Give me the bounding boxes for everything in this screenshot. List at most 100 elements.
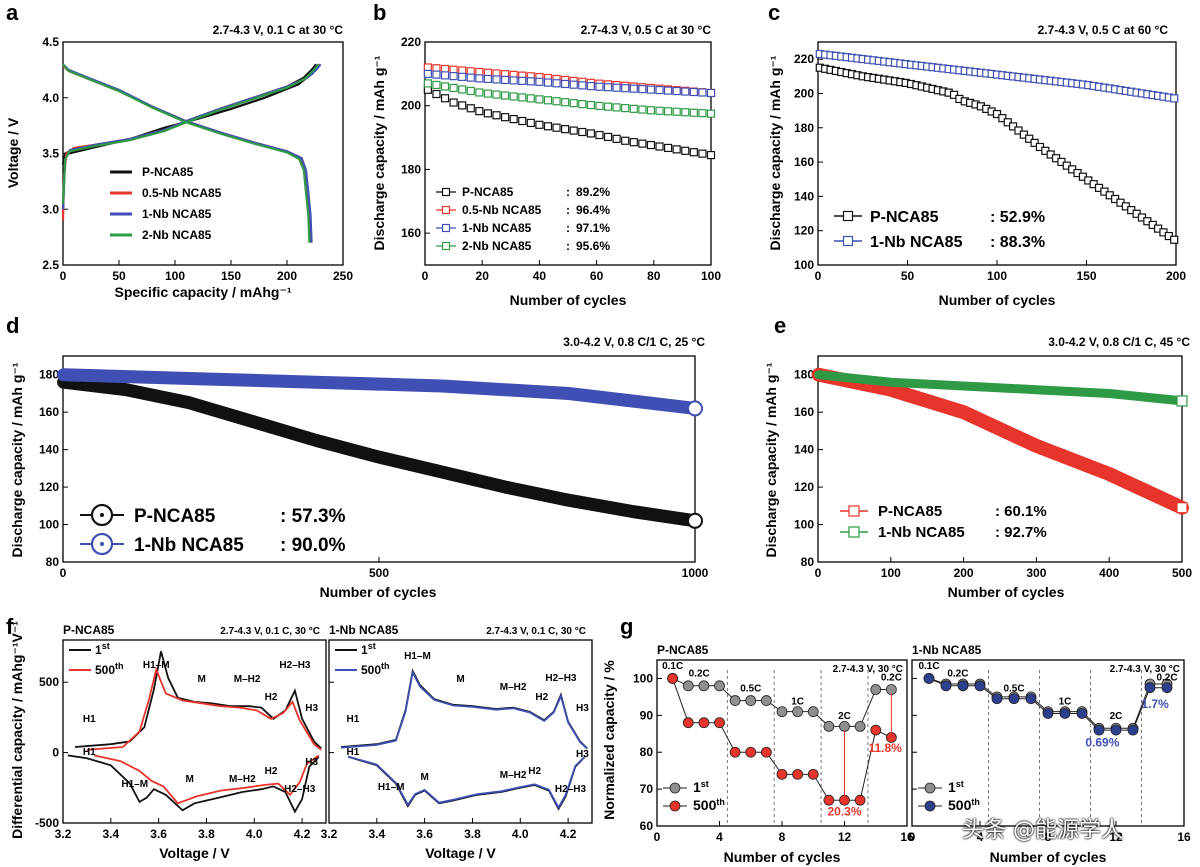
x-axis-label: Number of cycles [724,849,841,865]
y-axis-label: Discharge capacity / mAh g⁻¹ [763,362,779,557]
data-point [1008,693,1020,705]
data-point [629,104,638,113]
data-point [561,98,570,107]
data-point [655,86,664,95]
data-point [629,84,638,93]
y-tick-label: 140 [794,443,814,457]
phase-label: M [420,772,428,783]
data-point [535,120,544,129]
chart-e: 0 100 200 300 400 500 80 100 120 140 160 180 e 3.0-4.… [763,313,1192,600]
rate-label: 0.2C [881,672,902,683]
data-point [1014,126,1023,135]
x-tick-label: 3.6 [150,827,167,841]
delta-label: 11.8% [868,741,902,755]
legend-entry: 1-Nb NCA85 [134,535,244,556]
legend-marker [848,526,860,538]
data-point [681,146,690,155]
x-tick-label: 4.0 [246,827,263,841]
legend-marker [842,235,854,247]
legend-entry: 500th [95,661,124,677]
rate-label: 0.1C [662,661,683,672]
data-point [998,114,1007,123]
data-point [621,136,630,145]
x-tick-label: 200 [954,566,974,580]
data-point [957,680,969,692]
data-point [663,107,673,116]
legend-entry: P-NCA85 [142,165,194,179]
data-point [823,721,835,732]
y-axis-label: Differential capacity / mAhg⁻¹V⁻¹ [9,621,25,839]
data-point [535,95,544,104]
phase-label: H1–M [121,779,148,790]
y-tick-label: 100 [39,518,59,532]
x-axis-label: Number of cycles [320,584,437,600]
data-point [595,82,604,91]
x-tick-label: 4.2 [294,827,311,841]
data-point [646,106,656,115]
x-tick-label: 0 [422,269,429,283]
x-tick-label: 16 [1177,830,1191,844]
x-tick-label: 0 [60,566,67,580]
phase-label: H2 [528,766,541,777]
y-tick-label: 90 [640,708,654,722]
phase-label: H1 [83,714,96,725]
data-point [586,129,595,138]
data-point [603,132,613,142]
x-tick-label: 8 [1045,830,1052,844]
x-tick-label: 3.4 [368,827,385,841]
legend-marker [669,782,681,794]
data-point [475,88,484,97]
data-point [621,104,630,113]
legend-marker [441,223,451,233]
x-tick-label: 8 [779,830,786,844]
chart-condition: 3.0-4.2 V, 0.8 C/1 C, 25 °C [563,335,705,349]
data-point [432,80,441,90]
panel-label: a [6,0,19,25]
panel-label: f [6,614,14,639]
y-axis-label: Voltage / V [5,117,21,188]
x-tick-label: 40 [533,269,547,283]
data-point [1170,94,1179,103]
x-tick-label: 150 [1076,269,1096,283]
rate-label: 2C [838,711,851,722]
data-point [698,717,710,729]
series-band [811,367,1189,515]
y-tick-label: 160 [39,405,59,419]
x-tick-label: 50 [112,269,126,283]
x-tick-label: 1000 [682,566,709,580]
data-point [500,75,510,85]
subplot-title: P-NCA85 [63,623,115,637]
legend-retention: 95.6% [576,239,610,253]
legend-entry: 2-Nb NCA85 [462,239,532,253]
legend-entry: 1-Nb NCA85 [142,207,212,221]
data-point [698,109,707,118]
data-point [681,87,690,96]
data-point [1170,235,1179,244]
data-point [1161,682,1173,694]
subplot-title: P-NCA85 [657,643,709,657]
data-point [949,90,959,99]
y-tick-label: 100 [633,671,653,685]
series-line-discharge [67,754,320,814]
data-point [561,79,570,89]
data-point [432,70,441,79]
data-point [578,81,587,90]
x-axis-label: Number of cycles [948,584,1065,600]
data-point [974,680,986,692]
rate-label: 0.5C [740,683,761,694]
chart-condition: 2.7-4.3 V, 30 °C [833,664,903,675]
x-tick-label: 100 [987,269,1007,283]
chart-b: 0 20 40 60 80 100 160 180 200 220 b 2.7-4.3 V, 0.5 … [371,0,721,308]
phase-label: H2 [265,766,278,777]
data-point [682,680,694,692]
end-marker [1176,395,1188,407]
x-axis-label: Voltage / V [425,845,496,861]
chart-a: 0 50 100 150 200 250 2.5 3.0 3.5 4.0 4.5 a 2.7-4.3 V… [5,0,353,300]
x-tick-label: 0 [654,830,661,844]
x-tick-label: 0 [815,269,822,283]
x-tick-label: 100 [701,269,721,283]
y-tick-label: 180 [39,368,59,382]
x-tick-label: 4 [716,830,723,844]
